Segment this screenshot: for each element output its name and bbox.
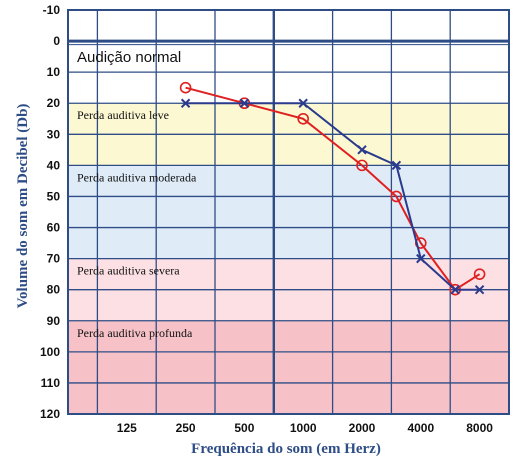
y-tick-label: 50 [47, 189, 61, 203]
series-crosses [180, 98, 485, 295]
data-point-circle [356, 159, 368, 172]
y-tick-label: 70 [47, 252, 61, 266]
series-line [185, 102, 480, 291]
y-tick-label: 0 [53, 34, 60, 48]
y-tick-label: 100 [40, 345, 60, 359]
x-tick-label: 500 [234, 421, 254, 435]
data-point-cross [416, 253, 426, 264]
data-point-cross [239, 98, 250, 108]
data-point-circle [179, 81, 192, 94]
axis-ticks: -10 0 10 20 30 40 50 60 70 80 90 100 110 120 125 250 500… [40, 3, 493, 435]
zone-label-audicao-normal: Audição normal [77, 49, 181, 66]
data-point-circle [297, 112, 310, 125]
zone-perda-auditiva-moderada [68, 165, 509, 259]
y-tick-label: 10 [47, 65, 61, 79]
zone-label-perda-auditiva-leve: Perda auditiva leve [77, 108, 169, 122]
y-tick-label: 120 [40, 407, 60, 421]
data-point-cross [180, 98, 191, 108]
zone-labels: Audição normal Perda auditiva leve Perda a… [77, 49, 197, 340]
x-tick-label: 2000 [349, 421, 376, 435]
y-tick-label: -10 [43, 3, 61, 17]
zone-label-perda-auditiva-moderada: Perda auditiva moderada [77, 170, 197, 184]
y-axis-label: Volume do som em Decibel (Db) [15, 104, 31, 309]
y-tick-label: 30 [47, 127, 61, 141]
chart-grid [67, 9, 510, 415]
x-tick-label: 4000 [407, 421, 434, 435]
chart-series [179, 81, 486, 296]
zone-label-perda-auditiva-profunda: Perda auditiva profunda [77, 326, 193, 340]
data-point-cross [474, 284, 485, 295]
data-point-circle [390, 190, 403, 203]
data-point-cross [450, 284, 460, 295]
y-tick-label: 60 [47, 221, 61, 235]
series-line [185, 86, 481, 292]
y-tick-label: 90 [47, 314, 61, 328]
data-point-cross [391, 160, 402, 171]
plot-border [67, 9, 510, 415]
zone-label-perda-auditiva-severa: Perda auditiva severa [77, 264, 180, 278]
y-tick-label: 20 [47, 96, 61, 110]
x-axis-label: Frequência do som (em Herz) [191, 441, 381, 457]
data-point-cross [298, 98, 308, 108]
data-point-circle [473, 268, 486, 280]
x-tick-label: 1000 [290, 421, 317, 435]
y-tick-label: 110 [41, 376, 61, 390]
x-tick-label: 250 [176, 421, 196, 435]
data-point-cross [357, 145, 367, 155]
y-tick-label: 80 [47, 283, 61, 297]
zone-perda-auditiva-profunda [68, 320, 509, 414]
x-tick-label: 8000 [466, 421, 493, 435]
x-tick-label: 125 [117, 421, 137, 435]
y-tick-label: 40 [47, 158, 61, 172]
